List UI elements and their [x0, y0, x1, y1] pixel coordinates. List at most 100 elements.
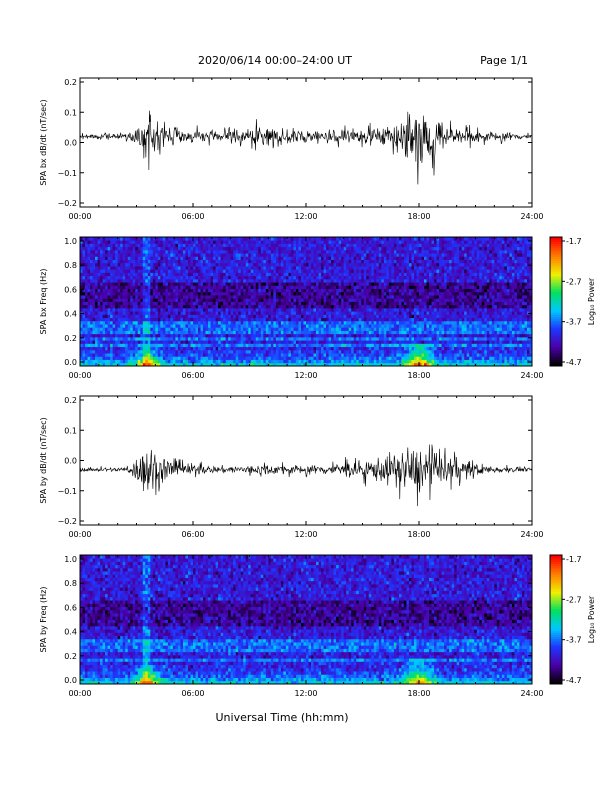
spectrogram-cell	[303, 362, 307, 367]
spectrogram-cell	[338, 317, 342, 322]
spectrogram-cell	[92, 237, 96, 241]
spectrogram-cell	[323, 324, 327, 328]
spectrogram-cell	[371, 243, 375, 248]
spectrogram-cell	[238, 346, 242, 351]
spectrogram-cell	[102, 320, 106, 325]
spectrogram-cell	[200, 301, 204, 306]
spectrogram-cell	[105, 311, 109, 315]
spectrogram-cell	[270, 262, 274, 267]
spectrogram-cell	[97, 262, 101, 267]
spectrogram-cell	[273, 311, 277, 315]
spectrogram-cell	[255, 330, 259, 335]
spectrogram-cell	[373, 301, 377, 306]
spectrogram-cell	[295, 269, 299, 273]
spectrogram-cell	[243, 253, 247, 257]
spectrogram-cell	[157, 343, 161, 348]
spectrogram-cell	[127, 259, 131, 264]
spectrogram-cell	[308, 320, 312, 325]
spectrogram-cell	[363, 278, 367, 283]
spectrogram-cell	[303, 246, 307, 251]
spectrogram-cell	[135, 291, 139, 296]
spectrogram-cell	[303, 269, 307, 273]
spectrogram-cell	[100, 346, 103, 351]
spectrogram-cell	[90, 304, 93, 309]
spectrogram-cell	[383, 359, 387, 364]
spectrogram-cell	[145, 314, 149, 319]
spectrogram-cell	[122, 295, 126, 299]
spectrogram-cell	[386, 282, 390, 286]
spectrogram-cell	[193, 266, 196, 270]
spectrogram-cell	[137, 295, 141, 299]
spectrogram-cell	[386, 343, 390, 348]
spectrogram-cell	[381, 249, 385, 254]
spectrogram-cell	[82, 291, 86, 296]
spectrogram-cell	[371, 327, 375, 331]
spectrogram-cell	[368, 340, 372, 344]
spectrogram-cell	[381, 307, 385, 312]
spectrogram-cell	[376, 262, 380, 267]
spectrogram-cell	[265, 275, 269, 280]
spectrogram-cell	[152, 262, 156, 267]
spectrogram-cell	[215, 237, 219, 241]
spectrogram-cell	[137, 240, 141, 244]
spectrogram-cell	[110, 246, 114, 251]
spectrogram-cell	[376, 301, 380, 306]
spectrogram-cell	[187, 295, 191, 299]
spectrogram-cell	[300, 266, 304, 270]
spectrogram-cell	[147, 346, 151, 351]
spectrogram-cell	[172, 311, 176, 315]
spectrogram-cell	[80, 301, 83, 306]
spectrogram-cell	[253, 330, 257, 335]
spectrogram-cell	[268, 246, 272, 251]
spectrogram-cell	[220, 246, 224, 251]
spectrogram-cell	[235, 327, 239, 331]
spectrogram-cell	[200, 311, 204, 315]
spectrogram-cell	[331, 291, 335, 296]
spectrogram-cell	[162, 237, 166, 241]
spectrogram-cell	[100, 275, 103, 280]
spectrogram-cell	[361, 356, 365, 360]
spectrogram-cell	[268, 301, 272, 306]
spectrogram-cell	[142, 253, 146, 257]
spectrogram-cell	[368, 349, 372, 354]
spectrogram-cell	[378, 275, 382, 280]
spectrogram-cell	[230, 246, 234, 251]
spectrogram-cell	[298, 259, 302, 264]
spectrogram-cell	[233, 307, 237, 312]
spectrogram-cell	[205, 336, 209, 341]
spectrogram-cell	[107, 295, 111, 299]
spectrogram-cell	[363, 314, 367, 319]
spectrogram-cell	[255, 262, 259, 267]
spectrogram-cell	[361, 304, 365, 309]
spectrogram-cell	[295, 320, 299, 325]
spectrogram-cell	[341, 301, 345, 306]
spectrogram-cell	[278, 353, 282, 357]
spectrogram-cell	[147, 298, 151, 302]
spectrogram-cell	[165, 343, 169, 348]
spectrogram-cell	[295, 314, 299, 319]
spectrogram-cell	[230, 356, 234, 360]
spectrogram-cell	[351, 346, 355, 351]
spectrogram-cell	[248, 285, 252, 290]
spectrogram-cell	[293, 317, 297, 322]
spectrogram-cell	[147, 243, 151, 248]
spectrogram-cell	[218, 304, 222, 309]
spectrogram-cell	[368, 336, 372, 341]
spectrogram-cell	[318, 330, 322, 335]
spectrogram-cell	[245, 324, 249, 328]
spectrogram-cell	[318, 317, 322, 322]
spectrogram-cell	[203, 266, 206, 270]
spectrogram-cell	[200, 356, 204, 360]
spectrogram-cell	[268, 262, 272, 267]
spectrogram-cell	[120, 336, 124, 341]
spectrogram-cell	[363, 317, 367, 322]
spectrogram-cell	[127, 291, 131, 296]
spectrogram-cell	[341, 353, 345, 357]
spectrogram-cell	[338, 275, 342, 280]
spectrogram-cell	[200, 285, 204, 290]
spectrogram-cell	[135, 266, 139, 270]
spectrogram-cell	[170, 259, 174, 264]
spectrogram-cell	[112, 333, 116, 338]
spectrogram-cell	[97, 330, 101, 335]
spectrogram-cell	[316, 285, 319, 290]
